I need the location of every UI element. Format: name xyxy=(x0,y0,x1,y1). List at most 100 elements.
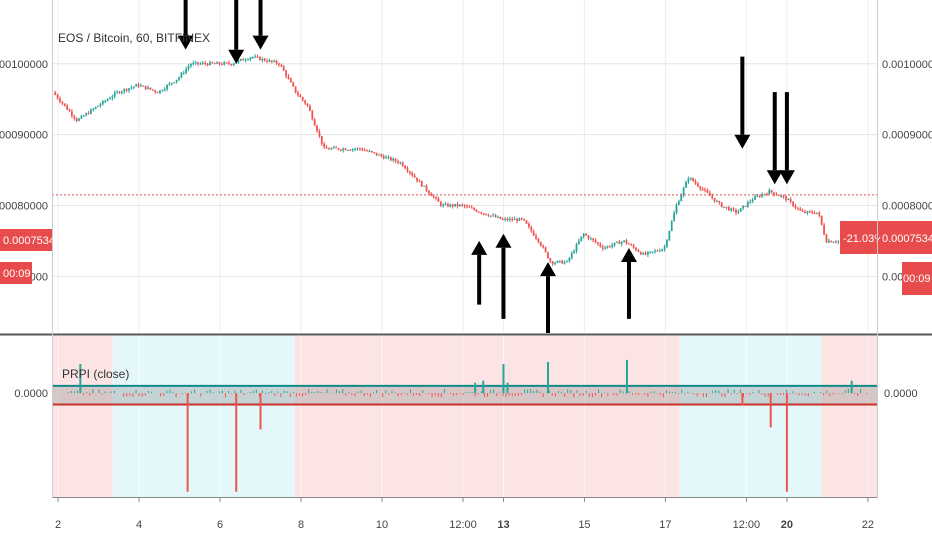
candle-body xyxy=(116,91,119,93)
candle-body xyxy=(228,62,230,65)
candle-body xyxy=(61,101,64,104)
candle-body xyxy=(670,221,673,231)
candle-body xyxy=(830,240,833,243)
candle-body xyxy=(835,241,837,243)
candle-body xyxy=(504,218,506,220)
candle-body xyxy=(497,216,499,218)
candle-body xyxy=(99,104,102,106)
candle-body xyxy=(675,204,678,213)
candle-body xyxy=(506,218,509,221)
candle-body xyxy=(801,210,804,212)
last-price-label-left: 0.00075343 xyxy=(3,235,61,247)
candle-body xyxy=(120,91,123,93)
candle-body xyxy=(342,148,345,151)
indicator-band-fill xyxy=(52,385,878,405)
candle-body xyxy=(442,204,445,206)
x-axis-ticks: 2 4 6 8 10 12:00 13 15 17 12:00 20 22 xyxy=(55,497,874,531)
candle-body xyxy=(761,194,764,197)
candle-body xyxy=(106,99,109,101)
candle-body xyxy=(458,204,461,207)
candle-body xyxy=(485,213,487,215)
candle-body xyxy=(751,199,754,202)
candle-body xyxy=(682,187,685,195)
candle-body xyxy=(475,209,478,212)
candle-body xyxy=(470,207,473,209)
candle-body xyxy=(746,202,749,207)
candle-body xyxy=(611,245,614,247)
x-tick-label: 20 xyxy=(781,519,793,531)
candle-body xyxy=(832,241,835,243)
last-price-label-right-bg xyxy=(880,221,932,254)
change-label: -21.03% xyxy=(843,233,884,245)
candle-body xyxy=(292,82,295,87)
candle-body xyxy=(349,149,352,151)
candle-body xyxy=(444,203,447,205)
candle-body xyxy=(439,201,442,206)
candle-body xyxy=(411,173,414,176)
candle-body xyxy=(730,208,733,211)
candle-body xyxy=(118,91,121,93)
candle-body xyxy=(651,251,654,253)
candle-body xyxy=(558,260,561,262)
candle-body xyxy=(666,240,668,247)
candle-body xyxy=(56,94,59,99)
candle-body xyxy=(770,190,773,193)
candle-body xyxy=(358,148,361,150)
candle-body xyxy=(313,119,316,126)
candle-body xyxy=(144,85,147,90)
candle-body xyxy=(213,63,216,65)
change-label-bg xyxy=(840,221,880,254)
candle-body xyxy=(627,243,630,245)
candle-body xyxy=(220,64,223,66)
candle-body xyxy=(59,98,61,102)
candle-body xyxy=(554,262,556,264)
candle-body xyxy=(325,147,328,149)
candle-body xyxy=(713,197,716,202)
candle-body xyxy=(366,150,368,152)
down-arrow-icon xyxy=(766,170,783,185)
candle-body xyxy=(694,181,697,184)
candle-body xyxy=(92,108,95,110)
candle-body xyxy=(361,148,364,151)
candle-body xyxy=(418,180,421,182)
candle-body xyxy=(406,168,409,172)
x-tick-label: 2 xyxy=(55,519,61,531)
candle-body xyxy=(404,166,407,169)
candle-body xyxy=(599,243,602,247)
candle-body xyxy=(582,233,585,237)
candle-body xyxy=(337,148,340,150)
candle-body xyxy=(261,58,264,61)
candle-body xyxy=(727,207,730,211)
last-price-label-left-bg xyxy=(0,229,52,251)
candle-body xyxy=(289,78,292,83)
candle-body xyxy=(551,261,554,264)
candle-body xyxy=(647,252,649,255)
candle-body xyxy=(330,148,333,150)
candle-body xyxy=(604,247,606,249)
candle-body xyxy=(449,204,452,207)
price-grid xyxy=(52,0,878,333)
candle-body xyxy=(530,226,533,232)
candle-body xyxy=(799,208,802,211)
candle-body xyxy=(206,63,209,66)
candle-body xyxy=(630,244,633,246)
candle-body xyxy=(568,258,571,261)
candle-body xyxy=(166,85,168,90)
candle-body xyxy=(370,150,373,152)
candle-body xyxy=(135,84,138,87)
candle-body xyxy=(518,218,521,221)
price-y-tick-label: 0.00080000 xyxy=(882,200,932,212)
candle-body xyxy=(697,183,699,187)
countdown-label-right: 00:09 xyxy=(903,273,931,285)
candle-body xyxy=(63,103,66,106)
candle-body xyxy=(344,148,347,151)
candle-body xyxy=(275,60,278,64)
indicator-bands xyxy=(52,384,878,406)
candle-body xyxy=(225,62,228,64)
candle-body xyxy=(75,118,78,121)
candle-body xyxy=(385,157,387,159)
candle-body xyxy=(380,154,383,157)
candle-body xyxy=(140,85,142,87)
candle-body xyxy=(813,212,816,214)
candle-body xyxy=(654,250,656,252)
